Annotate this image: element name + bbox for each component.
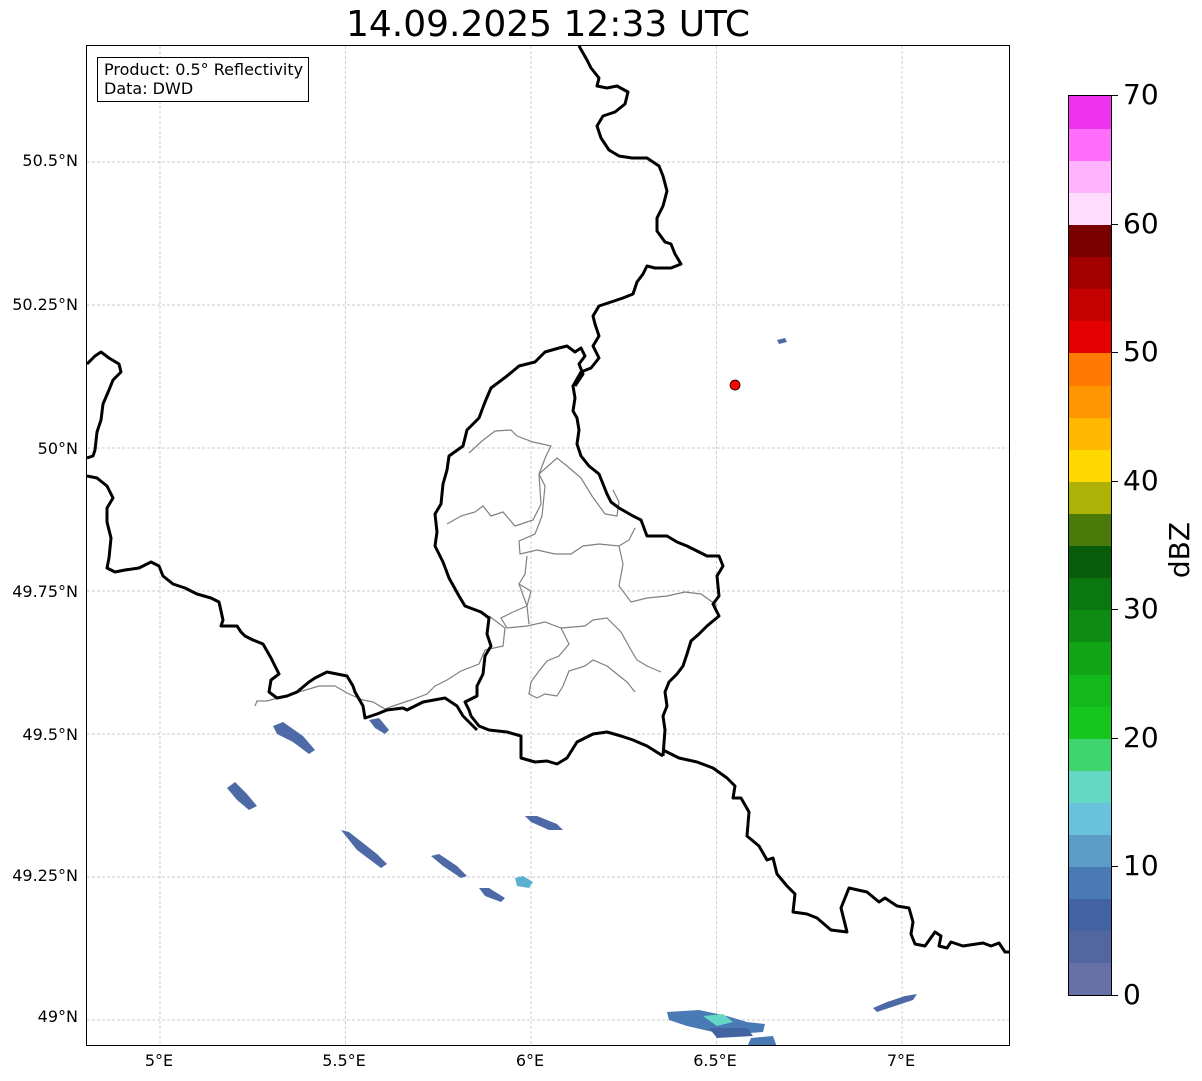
colorbar-tick-label: 10 — [1123, 849, 1159, 883]
colorbar-segment — [1069, 577, 1111, 611]
colorbar-segment — [1069, 417, 1111, 450]
border-germany-belgium-luxembourg — [571, 46, 725, 757]
national-borders — [87, 46, 1009, 954]
map-title: 14.09.2025 12:33 UTC — [345, 4, 751, 45]
colorbar-segment — [1069, 96, 1111, 129]
border-luxembourg-north — [558, 344, 587, 387]
radar-echo — [431, 854, 467, 878]
radar-echo — [515, 876, 533, 888]
colorbar-tick-label: 30 — [1123, 592, 1159, 626]
colorbar-segment — [1069, 738, 1111, 771]
radar-map[interactable] — [86, 45, 1010, 1046]
colorbar-tick — [1112, 480, 1118, 482]
location-marker[interactable] — [729, 379, 741, 391]
admin-boundary-mid — [500, 555, 662, 673]
radar-echo — [227, 782, 257, 810]
colorbar-segment — [1069, 224, 1111, 258]
info-product: Product: 0.5° Reflectivity — [104, 60, 304, 79]
colorbar-tick — [1112, 223, 1118, 225]
radar-echo — [777, 338, 787, 344]
lat-label-50-5: 50.5°N — [22, 151, 78, 170]
lon-label-5-5: 5.5°E — [322, 1051, 366, 1070]
colorbar-tick — [1112, 737, 1118, 739]
admin-boundary-west — [518, 583, 530, 625]
colorbar-segment — [1069, 866, 1111, 900]
border-luxembourg-west — [433, 346, 560, 717]
lon-label-7: 7°E — [886, 1051, 916, 1070]
colorbar-title: dBZ — [1163, 521, 1196, 579]
colorbar-segment — [1069, 545, 1111, 579]
colorbar-segment — [1069, 962, 1111, 995]
colorbar-segment — [1069, 384, 1111, 418]
colorbar-tick — [1112, 995, 1118, 996]
colorbar-segment — [1069, 898, 1111, 932]
border-belgium-france-south — [87, 474, 479, 732]
radar-echo — [369, 718, 389, 734]
colorbar-segment — [1069, 641, 1111, 675]
colorbar-tick — [1112, 866, 1118, 868]
colorbar-tick — [1112, 609, 1118, 611]
admin-boundary-center — [518, 473, 636, 555]
colorbar-segment — [1069, 673, 1111, 707]
colorbar-tick-label: 0 — [1123, 978, 1141, 1011]
info-data-source: Data: DWD — [104, 79, 194, 98]
lon-label-6: 6°E — [515, 1051, 545, 1070]
colorbar-segment — [1069, 352, 1111, 386]
colorbar-tick-label: 50 — [1123, 335, 1159, 369]
colorbar-segment — [1069, 802, 1111, 836]
colorbar-segment — [1069, 288, 1111, 322]
colorbar-segment — [1069, 770, 1111, 803]
colorbar-tick-label: 70 — [1123, 78, 1159, 111]
info-box: Product: 0.5° Reflectivity Data: DWD — [97, 57, 310, 102]
colorbar-segment — [1069, 192, 1111, 226]
radar-echo — [525, 816, 563, 830]
radar-echoes — [227, 338, 917, 1045]
lon-label-5: 5°E — [144, 1051, 174, 1070]
radar-echo — [873, 994, 917, 1012]
colorbar-tick-label: 40 — [1123, 463, 1159, 497]
colorbar — [1068, 95, 1112, 996]
radar-echo — [747, 1036, 777, 1045]
colorbar-segment — [1069, 706, 1111, 739]
admin-boundary-southeast — [528, 627, 636, 699]
colorbar-segment — [1069, 930, 1111, 964]
colorbar-segment — [1069, 256, 1111, 290]
radar-echo — [709, 1028, 753, 1038]
border-france-germany-east — [662, 748, 1009, 954]
colorbar-tick — [1112, 352, 1118, 354]
radar-echo — [341, 830, 387, 868]
radar-echo — [703, 1014, 733, 1026]
colorbar-tick-label: 20 — [1123, 720, 1159, 754]
radar-echo — [273, 722, 315, 754]
colorbar-segment — [1069, 834, 1111, 868]
lon-label-6-5: 6.5°E — [693, 1051, 737, 1070]
admin-boundary-north — [468, 429, 552, 475]
colorbar-segment — [1069, 481, 1111, 514]
colorbar-tick-label: 60 — [1123, 206, 1159, 240]
lat-label-50-25: 50.25°N — [12, 295, 78, 314]
lat-label-49-5: 49.5°N — [22, 725, 78, 744]
colorbar-segment — [1069, 513, 1111, 547]
colorbar-tick — [1112, 95, 1118, 96]
lat-label-49-75: 49.75°N — [12, 582, 78, 601]
colorbar-segment — [1069, 320, 1111, 354]
border-belgium-france-northwest — [87, 350, 123, 460]
colorbar-segment — [1069, 449, 1111, 482]
lat-label-50: 50°N — [37, 439, 78, 458]
colorbar-segment — [1069, 128, 1111, 161]
map-gridlines — [87, 46, 1009, 1045]
radar-echo — [479, 888, 505, 902]
admin-boundary-east — [618, 545, 718, 607]
lat-label-49: 49°N — [37, 1007, 78, 1026]
border-luxembourg-south — [469, 715, 664, 766]
colorbar-segment — [1069, 609, 1111, 643]
admin-boundary-northwest — [446, 457, 620, 527]
colorbar-segment — [1069, 160, 1111, 193]
admin-boundaries — [254, 429, 718, 710]
lat-label-49-25: 49.25°N — [12, 866, 78, 885]
